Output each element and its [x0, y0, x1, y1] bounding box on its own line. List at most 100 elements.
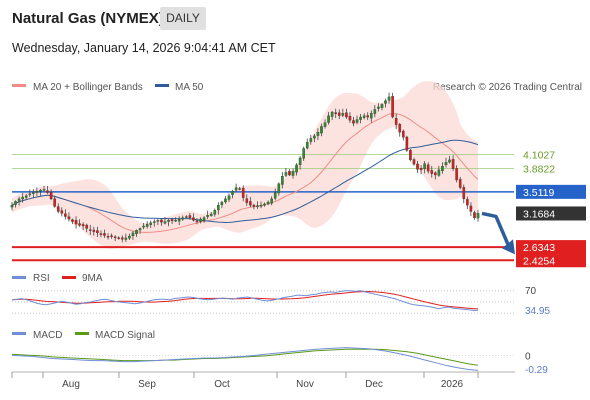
candle-body	[241, 188, 245, 198]
candle-body	[202, 217, 206, 221]
candle-body	[149, 222, 153, 225]
level-label-support: 2.6343	[523, 242, 555, 254]
candle-body	[384, 100, 387, 104]
level-label-box	[516, 253, 586, 268]
candle-body	[120, 237, 124, 240]
instrument-title: Natural Gas (NYMEX)	[12, 10, 164, 27]
candle-body	[334, 112, 338, 115]
macd-signal-line	[11, 348, 479, 366]
candle-body	[238, 188, 241, 190]
candle-body	[373, 109, 377, 114]
candle-body	[476, 213, 480, 219]
candle-body	[302, 148, 306, 159]
x-tick-label: Sep	[138, 379, 156, 390]
candle-body	[462, 187, 466, 200]
macd-last-value: -0.29	[525, 365, 548, 376]
candle-body	[167, 220, 170, 222]
candle-body	[227, 195, 231, 200]
level-label-last: 3.1684	[523, 208, 555, 220]
candle-body	[437, 169, 441, 176]
candle-body	[266, 201, 270, 205]
x-tick-label: Oct	[214, 379, 230, 390]
candle-body	[458, 179, 462, 188]
candle-body	[416, 163, 419, 170]
candle-body	[448, 159, 451, 163]
candle-body	[92, 229, 96, 232]
candle-body	[81, 224, 85, 227]
candle-body	[39, 189, 42, 192]
candle-body	[469, 205, 473, 212]
candle-body	[231, 191, 234, 195]
legend-label-ma50: MA 50	[175, 82, 204, 93]
x-tick-label: 2026	[441, 379, 464, 390]
level-label-box	[516, 240, 586, 255]
legend-label-macd: MACD	[33, 330, 62, 341]
rsi-9ma-line	[11, 290, 479, 310]
candle-body	[32, 192, 35, 194]
candle-body	[124, 237, 128, 240]
legend-label-9ma: 9MA	[82, 273, 103, 284]
chart-credit: Research © 2026 Trading Central	[433, 82, 582, 93]
candle-body	[78, 223, 81, 226]
candle-body	[49, 192, 53, 200]
candle-body	[46, 190, 49, 193]
candle-body	[320, 126, 323, 134]
candle-body	[348, 116, 352, 121]
candle-body	[252, 204, 256, 207]
x-tick-label: Aug	[62, 379, 80, 390]
candle-body	[419, 167, 423, 171]
candle-body	[28, 193, 32, 196]
candle-body	[377, 106, 380, 109]
datetime-label: Wednesday, January 14, 2026 9:04:41 AM C…	[12, 41, 276, 55]
candle-body	[394, 117, 398, 125]
legend-swatch-rsi	[12, 276, 26, 279]
candle-body	[177, 218, 181, 222]
candle-body	[17, 198, 21, 202]
candle-body	[466, 199, 469, 206]
legend-label-ma20: MA 20 + Bollinger Bands	[33, 82, 143, 93]
candle-body	[195, 220, 199, 222]
candle-body	[369, 113, 373, 119]
candle-body	[199, 218, 202, 222]
timeframe-badge[interactable]: DAILY	[160, 7, 206, 30]
legend-swatch-ma20	[12, 84, 26, 87]
candle-body	[291, 171, 295, 176]
candle-body	[96, 230, 99, 234]
candle-body	[323, 122, 327, 127]
candle-body	[473, 212, 476, 218]
candle-body	[405, 136, 409, 151]
candle-body	[56, 206, 60, 212]
bollinger-band	[12, 81, 478, 249]
candle-body	[217, 205, 220, 211]
candle-body	[67, 216, 71, 220]
candle-body	[156, 220, 160, 222]
candle-body	[423, 163, 426, 170]
legend-label-macd-signal: MACD Signal	[95, 330, 155, 341]
candle-body	[64, 213, 67, 217]
candle-body	[103, 233, 106, 236]
level-label-resistance: 3.8822	[523, 164, 555, 176]
candle-body	[441, 165, 444, 171]
candle-body	[309, 138, 313, 142]
candle-body	[451, 159, 455, 169]
candle-body	[142, 225, 145, 228]
candle-body	[71, 219, 74, 222]
candle-body	[355, 119, 359, 123]
candle-body	[74, 220, 78, 225]
candle-body	[298, 157, 302, 165]
candle-body	[145, 223, 149, 227]
legend-swatch-macd-signal	[75, 332, 89, 335]
candle-body	[245, 198, 249, 203]
candle-body	[426, 164, 430, 172]
candle-body	[430, 170, 434, 174]
level-label-pivot: 3.5119	[523, 187, 554, 199]
rsi-last-value: 34.95	[525, 306, 550, 317]
candle-body	[160, 219, 163, 223]
candle-body	[174, 220, 177, 222]
legend-swatch-9ma	[62, 276, 76, 279]
candle-body	[316, 131, 320, 136]
candle-body	[263, 203, 266, 206]
candle-body	[113, 236, 117, 238]
macd-line	[11, 347, 479, 371]
